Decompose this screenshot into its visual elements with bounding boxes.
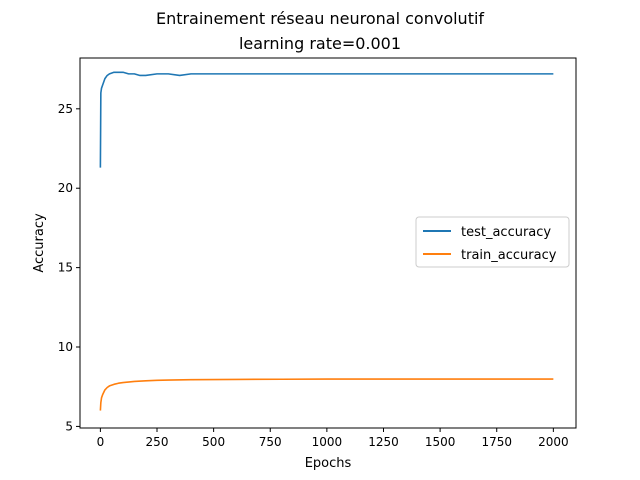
x-tick-label: 1500 (425, 435, 456, 449)
y-tick-label: 15 (58, 261, 73, 275)
y-tick-label: 5 (65, 419, 73, 433)
series-line-test-accuracy (99, 71, 554, 168)
x-axis-ticks: 0 250 500 750 1000 1250 1500 1750 2000 (97, 428, 569, 449)
plot-frame (79, 57, 577, 429)
y-axis-label: Accuracy (32, 213, 47, 273)
y-axis-ticks: 5 10 15 20 25 (58, 102, 80, 433)
y-tick-label: 20 (58, 181, 73, 195)
x-tick-label: 500 (202, 435, 225, 449)
chart-subtitle: learning rate=0.001 (239, 34, 401, 53)
legend: test_accuracy train_accuracy (415, 216, 570, 268)
x-tick-label: 750 (259, 435, 282, 449)
y-tick-label: 10 (58, 340, 73, 354)
legend-label-train-accuracy: train_accuracy (461, 248, 557, 263)
series-layer (99, 71, 554, 411)
x-tick-label: 0 (97, 435, 105, 449)
x-tick-label: 2000 (538, 435, 569, 449)
legend-label-test-accuracy: test_accuracy (461, 225, 551, 240)
legend-box (415, 216, 570, 268)
chart-title: Entrainement réseau neuronal convolutif (156, 9, 484, 28)
y-tick-label: 25 (58, 102, 73, 116)
x-tick-label: 1750 (481, 435, 512, 449)
x-axis-label: Epochs (305, 456, 352, 471)
x-tick-label: 1000 (312, 435, 343, 449)
x-tick-label: 1250 (368, 435, 399, 449)
x-tick-label: 250 (146, 435, 169, 449)
series-line-train-accuracy (99, 378, 554, 411)
